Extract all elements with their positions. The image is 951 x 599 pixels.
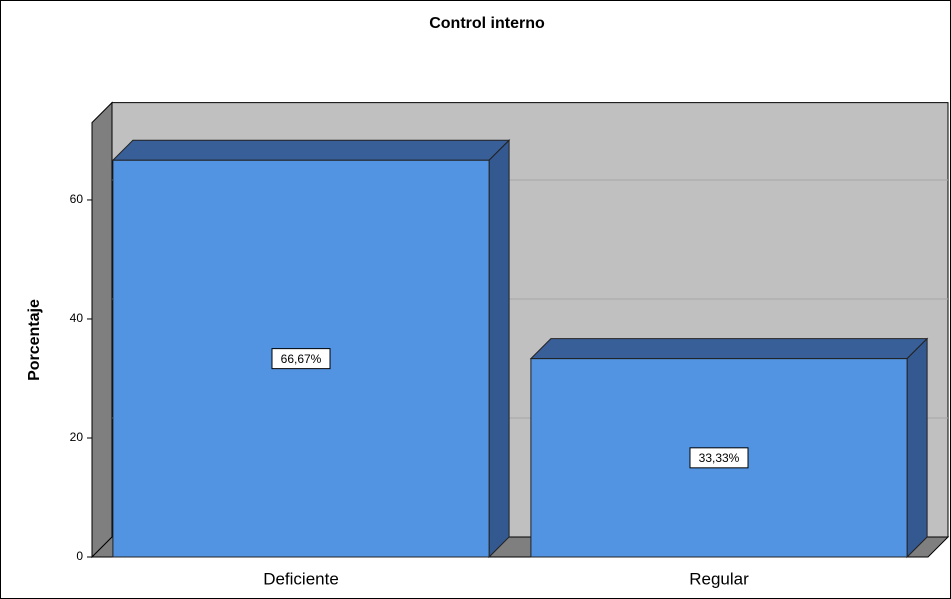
- y-tick-label: 40: [70, 311, 84, 325]
- value-label-box: [271, 348, 331, 370]
- bar-side: [488, 139, 510, 559]
- y-tick-label: 0: [76, 549, 83, 563]
- bar-top: [529, 338, 929, 360]
- value-label: 66,67%: [281, 352, 322, 366]
- value-label: 33,33%: [699, 451, 740, 465]
- x-tick-label: Regular: [689, 569, 749, 588]
- y-axis-label: Porcentaje: [26, 299, 43, 381]
- y-tick-label: 20: [70, 430, 84, 444]
- value-label-box: [689, 447, 749, 469]
- bar-side: [906, 337, 928, 559]
- x-tick-label: Deficiente: [263, 569, 339, 588]
- bar: [529, 337, 929, 559]
- left-wall: [91, 101, 113, 559]
- chart-title: Control interno: [429, 15, 545, 32]
- bar-top: [111, 139, 511, 161]
- y-tick-label: 60: [70, 192, 84, 206]
